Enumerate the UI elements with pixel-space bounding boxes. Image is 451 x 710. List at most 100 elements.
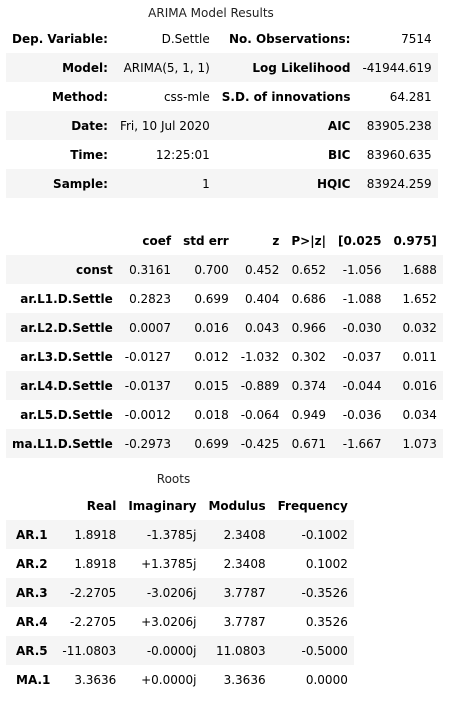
coef-cell: 0.949 — [291, 407, 326, 422]
summary-label: Sample: — [6, 169, 114, 198]
coef-cell: 0.699 — [194, 291, 229, 306]
roots-column-header: Frequency — [277, 498, 348, 513]
coef-cell: -0.0012 — [124, 407, 172, 422]
coef-cell: -0.0127 — [124, 349, 172, 364]
roots-row: MA.1 3.3636 +0.0000j 3.3636 0.0000 — [6, 665, 354, 694]
roots-header-row: Real Imaginary Modulus Frequency — [6, 491, 354, 520]
coef-row: const 0.3161 0.700 0.452 0.652 -1.056 1.688 — [6, 255, 443, 284]
coef-cell: -0.030 — [332, 313, 388, 342]
roots-row: AR.2 1.8918 +1.3785j 2.3408 0.1002 — [6, 549, 354, 578]
summary-value: D.Settle — [161, 31, 210, 46]
summary-value: 1 — [113, 169, 216, 198]
coef-row: ar.L1.D.Settle 0.2823 0.699 0.404 0.686 -1.08… — [6, 284, 443, 313]
coef-cell: 0.016 — [387, 371, 443, 400]
coef-column-header: [0.025 — [338, 233, 382, 248]
roots-cell: 11.0803 — [202, 636, 272, 665]
coef-row-label: ar.L3.D.Settle — [20, 349, 113, 364]
coef-row-label: ar.L5.D.Settle — [20, 407, 113, 422]
roots-cell: -0.0000j — [122, 636, 203, 665]
coef-cell: -0.044 — [332, 371, 388, 400]
roots-cell: -11.0803 — [56, 636, 123, 665]
summary-value: 64.281 — [389, 89, 432, 104]
coef-column-header — [6, 226, 119, 255]
roots-cell: 2.3408 — [202, 520, 272, 549]
roots-cell: 2.3408 — [223, 556, 266, 571]
summary-label: HQIC — [215, 169, 357, 198]
roots-column-header: Modulus — [208, 498, 266, 513]
coef-column-header: P>|z| — [291, 233, 326, 248]
roots-cell: +0.0000j — [141, 672, 197, 687]
coef-cell: -0.064 — [240, 407, 280, 422]
coef-cell: 0.966 — [285, 313, 332, 342]
coef-row: ar.L2.D.Settle 0.0007 0.016 0.043 0.966 -0.03… — [6, 313, 443, 342]
coef-row-label: ar.L4.D.Settle — [6, 371, 119, 400]
coef-cell: 0.015 — [177, 371, 235, 400]
summary-value: 83905.238 — [356, 111, 438, 140]
coef-column-header: z — [272, 233, 280, 248]
roots-row-label: MA.1 — [16, 672, 51, 687]
coef-cell: 0.686 — [291, 291, 326, 306]
coef-cell: 0.032 — [387, 313, 443, 342]
roots-cell: +3.0206j — [141, 614, 197, 629]
roots-row: AR.1 1.8918 -1.3785j 2.3408 -0.1002 — [6, 520, 354, 549]
summary-value: -41944.619 — [356, 53, 438, 82]
coef-cell: -1.088 — [342, 291, 382, 306]
coef-cell: 0.018 — [194, 407, 229, 422]
roots-row: AR.5 -11.0803 -0.0000j 11.0803 -0.5000 — [6, 636, 354, 665]
coef-row-label: ar.L1.D.Settle — [20, 291, 113, 306]
coef-row: ar.L4.D.Settle -0.0137 0.015 -0.889 0.374 -0.… — [6, 371, 443, 400]
coef-cell: 0.404 — [245, 291, 280, 306]
coef-cell: 1.652 — [402, 291, 437, 306]
summary-value: ARIMA(5, 1, 1) — [113, 53, 216, 82]
model-summary-table: Dep. Variable: D.Settle No. Observations: 7… — [6, 24, 438, 198]
roots-cell: -0.1002 — [271, 520, 354, 549]
coef-cell: 0.302 — [291, 349, 326, 364]
coef-row-label: const — [6, 255, 119, 284]
coef-cell: -0.036 — [342, 407, 382, 422]
coef-cell: 0.016 — [177, 313, 235, 342]
roots-row-label: AR.1 — [6, 520, 57, 549]
roots-column-header — [6, 491, 56, 520]
roots-cell: 1.8918 — [74, 556, 117, 571]
summary-value: 7514 — [401, 31, 432, 46]
summary-row: Date: Fri, 10 Jul 2020 AIC 83905.238 — [6, 111, 438, 140]
roots-row-label: AR.4 — [16, 614, 48, 629]
summary-label: Log Likelihood — [215, 53, 357, 82]
coef-column-header: coef — [142, 233, 172, 248]
coef-cell: 0.0007 — [118, 313, 178, 342]
summary-label: Time: — [70, 147, 108, 162]
summary-label: AIC — [215, 111, 357, 140]
coef-cell: -1.056 — [332, 255, 388, 284]
coef-cell: 1.073 — [387, 429, 443, 458]
summary-row: Sample: 1 HQIC 83924.259 — [6, 169, 438, 198]
roots-cell: -1.3785j — [122, 520, 203, 549]
coef-row: ar.L5.D.Settle -0.0012 0.018 -0.064 0.949 -0.… — [6, 400, 443, 429]
coef-column-header: 0.975] — [393, 233, 437, 248]
coefficients-header-row: coef std err z P>|z| [0.025 0.975] — [6, 226, 443, 255]
roots-cell: -0.5000 — [271, 636, 354, 665]
coef-cell: 0.3161 — [118, 255, 178, 284]
coef-row: ma.L1.D.Settle -0.2973 0.699 -0.425 0.671 -1.… — [6, 429, 443, 458]
summary-row: Model: ARIMA(5, 1, 1) Log Likelihood -41944… — [6, 53, 438, 82]
coef-cell: 0.043 — [234, 313, 286, 342]
roots-row-label: AR.5 — [6, 636, 57, 665]
coef-row-label: ar.L2.D.Settle — [6, 313, 119, 342]
roots-cell: -3.0206j — [122, 578, 203, 607]
roots-column-header: Imaginary — [128, 498, 197, 513]
roots-row: AR.4 -2.2705 +3.0206j 3.7787 0.3526 — [6, 607, 354, 636]
summary-value: Fri, 10 Jul 2020 — [113, 111, 216, 140]
coef-cell: -1.667 — [332, 429, 388, 458]
summary-label: Model: — [6, 53, 114, 82]
roots-cell: 3.3636 — [223, 672, 266, 687]
summary-label: Date: — [6, 111, 114, 140]
summary-row: Method: css-mle S.D. of innovations 64.281 — [6, 82, 438, 111]
coef-cell: 1.688 — [387, 255, 443, 284]
coef-cell: 0.012 — [194, 349, 229, 364]
summary-value: 83960.635 — [366, 147, 432, 162]
roots-row-label: AR.3 — [6, 578, 57, 607]
coef-cell: -0.037 — [342, 349, 382, 364]
roots-cell: 0.1002 — [305, 556, 348, 571]
roots-cell: 0.0000 — [305, 672, 348, 687]
summary-value: 83924.259 — [356, 169, 438, 198]
roots-column-header: Real — [86, 498, 117, 513]
